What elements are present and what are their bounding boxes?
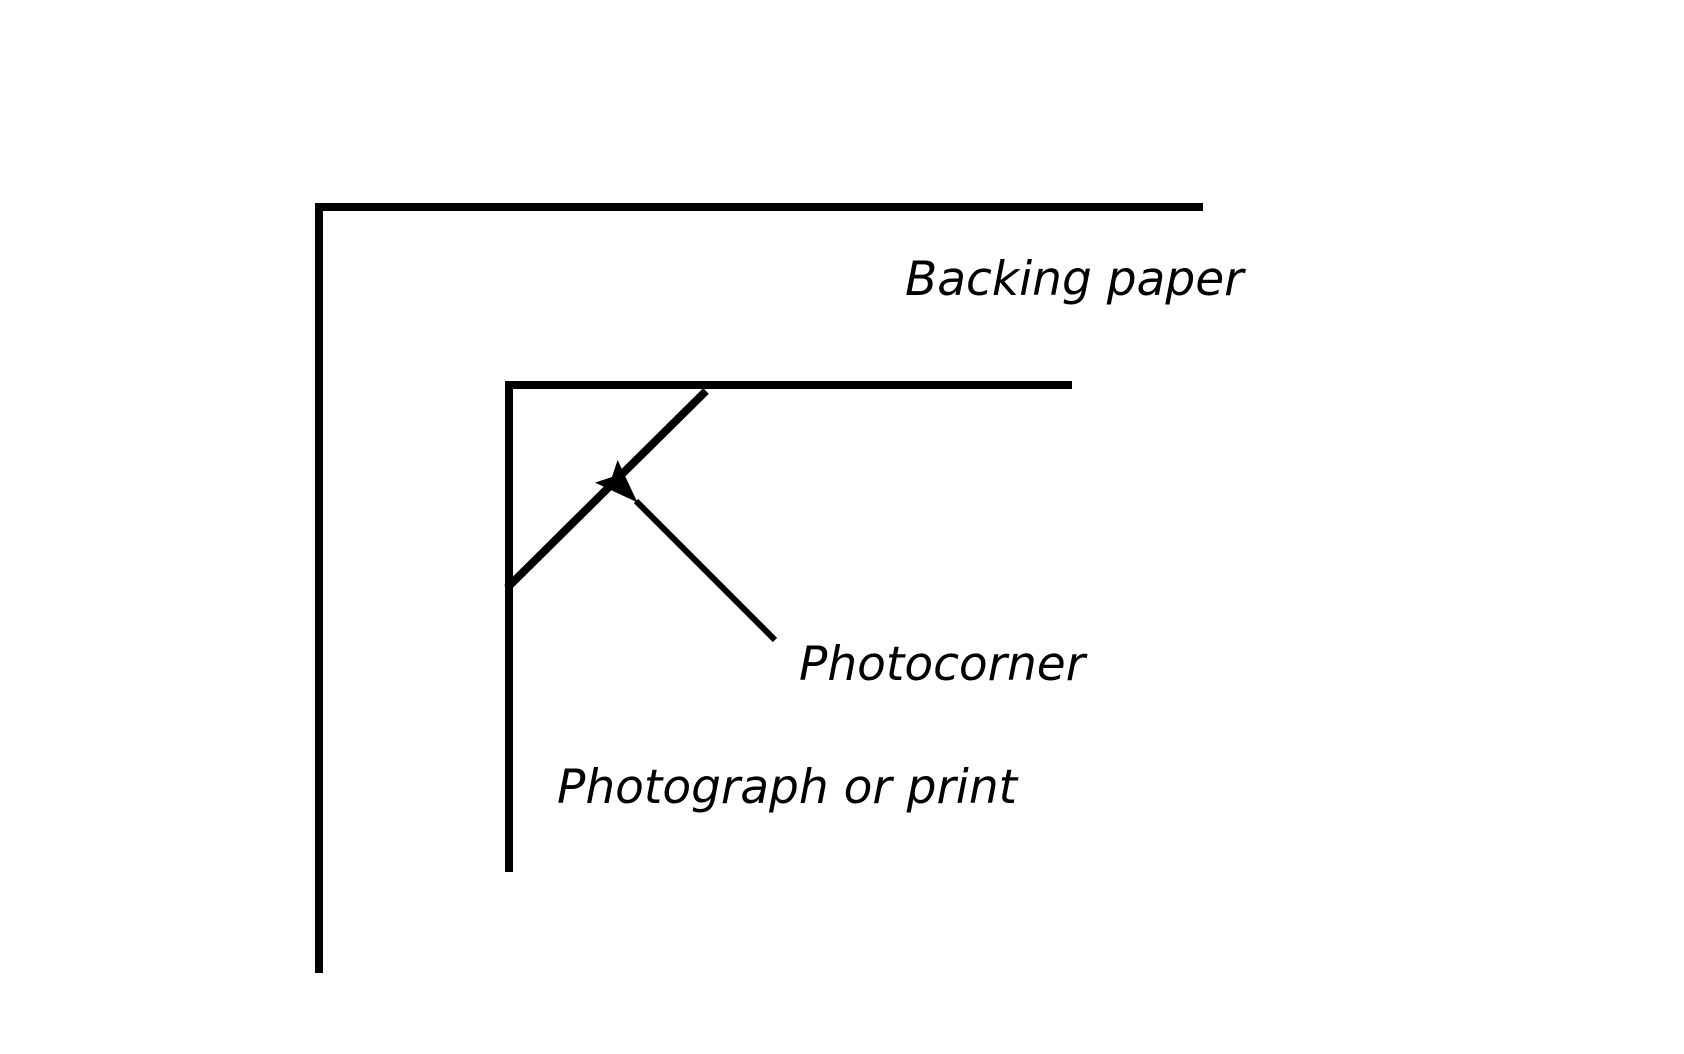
photograph-outline <box>505 381 1072 872</box>
photocorner-pointer-arrow <box>594 459 778 643</box>
photocorner-diagonal <box>504 388 709 591</box>
photocorner-label: Photocorner <box>799 637 1088 692</box>
backing-paper-label: Backing paper <box>905 252 1246 307</box>
backing-paper-outline <box>315 203 1203 973</box>
photograph-label: Photograph or print <box>557 760 1019 815</box>
